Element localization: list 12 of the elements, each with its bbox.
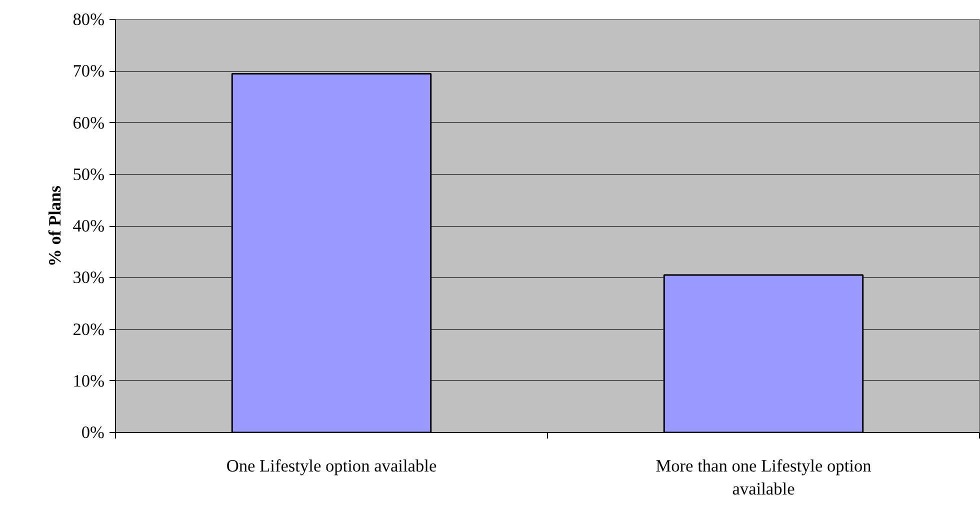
y-axis-title: % of Plans xyxy=(46,185,65,266)
x-tick-label: One Lifestyle option available xyxy=(226,456,437,476)
y-tick-label: 50% xyxy=(72,164,105,184)
y-tick-label: 40% xyxy=(72,216,105,236)
y-tick-label: 80% xyxy=(72,10,105,29)
y-tick-label: 20% xyxy=(72,320,105,339)
y-tick-label: 70% xyxy=(72,62,105,81)
x-tick-label: More than one Lifestyle option available xyxy=(656,456,872,498)
y-tick-label: 10% xyxy=(72,371,105,390)
y-tick-label: 30% xyxy=(72,268,105,288)
y-tick-label: 60% xyxy=(72,113,105,132)
y-tick-label: 0% xyxy=(81,423,105,442)
